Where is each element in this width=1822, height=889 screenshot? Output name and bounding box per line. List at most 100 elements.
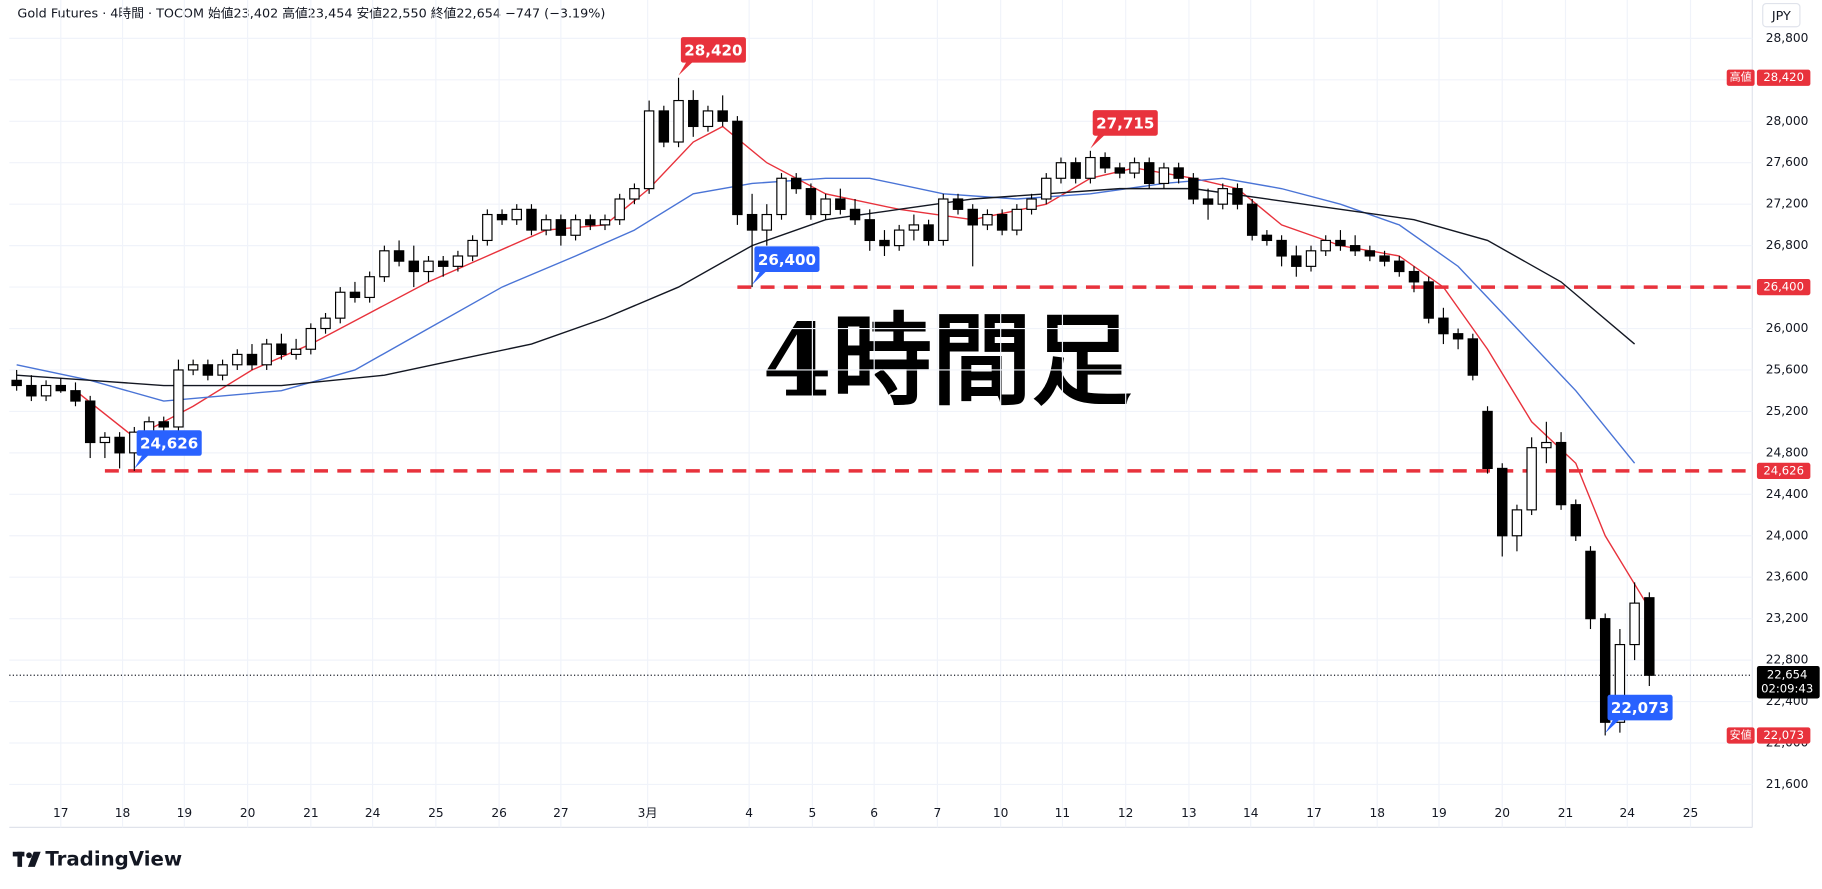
candle-body: [1099, 156, 1111, 169]
candle-body: [540, 219, 552, 231]
candle-body: [423, 260, 434, 273]
candle-body: [1511, 509, 1523, 537]
candle-body: [658, 110, 670, 143]
candle-body: [746, 213, 758, 231]
x-tick-label: 21: [1558, 806, 1574, 820]
x-tick-label: 25: [1683, 806, 1699, 820]
candle-body: [202, 364, 214, 376]
x-tick-label: 20: [240, 806, 256, 820]
x-tick-label: 24: [365, 806, 381, 820]
x-tick-label: 20: [1494, 806, 1510, 820]
candle-body: [1541, 441, 1552, 449]
candle-body: [776, 177, 787, 216]
candle-body: [349, 291, 361, 299]
level-tag: [1756, 278, 1811, 296]
candle-body: [335, 291, 346, 319]
candle-body: [1129, 162, 1140, 174]
currency-box[interactable]: [1762, 2, 1801, 28]
candle-body: [1335, 239, 1346, 247]
candle-body: [276, 343, 287, 356]
candle-body: [1246, 203, 1258, 236]
grid-layer: [9, 0, 1753, 828]
price-tag: [1756, 69, 1811, 86]
candle-body: [1438, 317, 1449, 335]
x-tick-label: 17: [53, 806, 69, 820]
candle-body: [84, 400, 96, 444]
x-tick-label: 19: [177, 806, 193, 820]
candle-body: [982, 213, 993, 226]
candle-body: [437, 260, 449, 267]
candle-body: [246, 353, 258, 366]
candle-body: [482, 213, 493, 242]
candle-body: [379, 250, 390, 278]
candle-body: [732, 120, 743, 216]
x-tick-label: 13: [1181, 806, 1197, 820]
candle-body: [1408, 270, 1420, 283]
candle-body: [673, 99, 684, 143]
candle-body: [864, 219, 875, 242]
logo-dot: [26, 852, 32, 859]
price-tag-kind-label: 高値: [1730, 70, 1752, 84]
x-tick-label: 25: [428, 806, 444, 820]
countdown-label: 02:09:43: [1761, 682, 1813, 696]
candle-body: [1614, 643, 1626, 723]
candle-body: [1261, 234, 1273, 242]
candle-body: [614, 198, 625, 221]
candle-body: [761, 213, 773, 231]
y-tick-label: 27,200: [1766, 197, 1809, 211]
last-price-label: 22,654: [1767, 668, 1808, 682]
candle-body: [1143, 162, 1155, 185]
price-tag-kind: [1726, 727, 1755, 744]
candle-body: [702, 110, 714, 128]
candle-body: [408, 260, 420, 273]
candle-body: [114, 436, 125, 454]
last-price-tag: [1756, 665, 1820, 699]
annotation-label: 22,073: [1611, 699, 1669, 717]
x-tick-label: 21: [303, 806, 319, 820]
candle-body: [570, 219, 581, 236]
candle-body: [1452, 333, 1464, 340]
candle-body: [1467, 338, 1479, 376]
y-tick-label: 28,000: [1766, 114, 1809, 128]
candle-body: [261, 343, 272, 366]
candle-body: [952, 198, 964, 210]
candle-body: [585, 219, 596, 226]
candle-body: [1188, 177, 1199, 200]
candle-body: [1570, 504, 1582, 537]
x-tick-label: 19: [1431, 806, 1447, 820]
candle-body: [1055, 162, 1067, 179]
candle-body: [790, 177, 802, 190]
x-tick-label: 6: [870, 806, 878, 820]
y-tick-label: 24,800: [1766, 445, 1809, 459]
candle-body: [879, 239, 890, 247]
currency[interactable]: JPY: [1771, 9, 1791, 24]
price-tag-kind-label: 安値: [1730, 727, 1752, 741]
candle-body: [629, 188, 640, 200]
price-tag-kind: [1726, 69, 1755, 86]
candle-body: [1232, 188, 1243, 205]
y-tick-label: 26,800: [1766, 238, 1809, 252]
y-tick-label: 26,000: [1766, 321, 1809, 335]
y-tick-label: 21,600: [1766, 777, 1809, 791]
candle-body: [688, 99, 699, 128]
level-tag-label: 26,400: [1763, 280, 1804, 294]
candle-body: [232, 353, 243, 366]
annotation-tag: [1092, 110, 1158, 136]
x-tick-label: 26: [491, 806, 507, 820]
y-tick-label: 23,200: [1766, 611, 1809, 625]
logo-slash: [27, 851, 41, 867]
candle-body: [1320, 239, 1331, 252]
annotation-label: 28,420: [684, 42, 742, 60]
annotation-tag: [754, 246, 820, 272]
candle-body: [938, 198, 949, 242]
candle-body: [526, 208, 537, 231]
candle-body: [1070, 162, 1081, 179]
y-tick-label: 24,400: [1766, 487, 1809, 501]
candle-body: [70, 390, 81, 402]
y-tick-label: 28,800: [1766, 31, 1809, 45]
x-tick-label: 11: [1055, 806, 1071, 820]
candle-body: [496, 213, 508, 221]
candle-body: [835, 198, 846, 210]
